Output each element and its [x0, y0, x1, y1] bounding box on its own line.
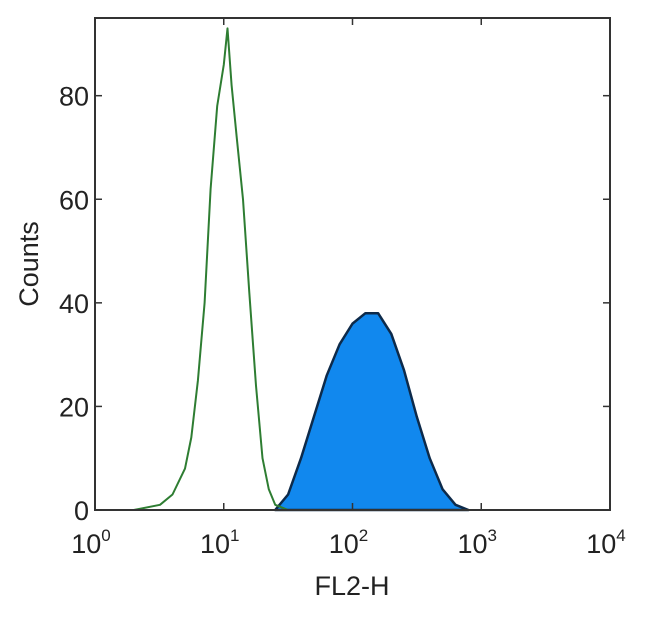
x-tick-exponent: 0 [101, 526, 110, 545]
x-tick-label: 102 [329, 526, 369, 559]
filled-histogram [273, 311, 470, 512]
x-tick-label: 103 [457, 526, 497, 559]
series-layer [133, 27, 470, 512]
x-axis-label: FL2-H [314, 571, 389, 601]
y-axis-label: Counts [14, 221, 44, 307]
x-tick-label: 100 [71, 526, 111, 559]
x-tick-label: 101 [200, 526, 240, 559]
y-tick-label: 60 [59, 185, 89, 215]
outline-histogram [133, 27, 289, 511]
x-tick-exponent: 1 [230, 526, 239, 545]
x-tick-base: 10 [71, 529, 101, 559]
x-tick-base: 10 [457, 529, 487, 559]
y-tick-label: 0 [74, 496, 89, 526]
y-tick-label: 20 [59, 392, 89, 422]
x-tick-label: 104 [586, 526, 626, 559]
x-tick-exponent: 3 [488, 526, 497, 545]
y-tick-label: 80 [59, 82, 89, 112]
y-tick-label: 40 [59, 289, 89, 319]
x-tick-exponent: 2 [359, 526, 368, 545]
x-tick-base: 10 [586, 529, 616, 559]
x-tick-exponent: 4 [616, 526, 625, 545]
x-tick-base: 10 [329, 529, 359, 559]
x-tick-base: 10 [200, 529, 230, 559]
